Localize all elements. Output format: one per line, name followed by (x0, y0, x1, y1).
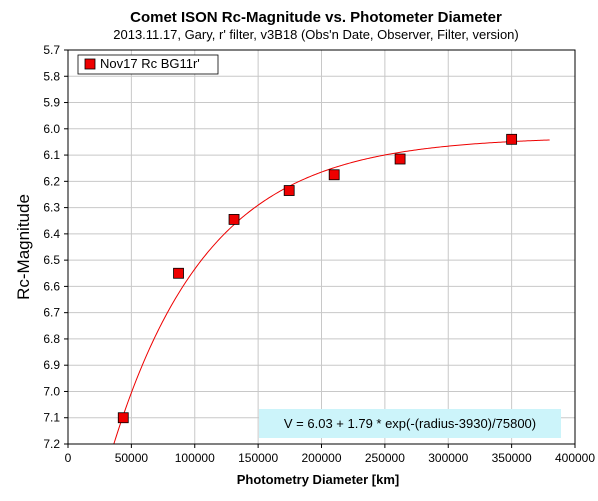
x-axis-label: Photometry Diameter [km] (237, 472, 400, 487)
y-tick-label: 6.7 (43, 306, 60, 320)
y-tick-label: 7.2 (43, 437, 60, 451)
data-points (117, 133, 518, 424)
y-tick-label: 6.3 (43, 201, 60, 215)
y-axis-ticks: 5.7 5.8 5.9 6.0 6.1 6.2 6.3 6.4 6.5 6.6 6.7 6.8 6.9 7… (43, 43, 68, 451)
y-tick-label: 6.2 (43, 174, 60, 188)
y-tick-label: 7.0 (43, 384, 60, 398)
annotation-box (259, 409, 561, 438)
legend: Nov17 Rc BG11r' (77, 54, 219, 75)
annotation-text: V = 6.03 + 1.79 * exp(-(radius-3930)/758… (284, 416, 536, 431)
equation-annotation: V = 6.03 + 1.79 * exp(-(radius-3930)/758… (259, 409, 561, 438)
chart-title: Comet ISON Rc-Magnitude vs. Photometer D… (130, 9, 502, 26)
data-point (117, 412, 129, 424)
grid (68, 50, 575, 444)
y-tick-label: 6.0 (43, 122, 60, 136)
x-tick-label: 0 (65, 451, 72, 465)
x-tick-label: 50000 (115, 451, 149, 465)
data-point (394, 153, 406, 165)
fit-curve-layer (113, 139, 550, 445)
y-tick-label: 6.9 (43, 358, 60, 372)
y-tick-label: 6.8 (43, 332, 60, 346)
data-point (328, 169, 340, 181)
data-point (173, 267, 184, 279)
x-tick-label: 100000 (175, 451, 215, 465)
x-tick-label: 300000 (428, 451, 468, 465)
y-tick-label: 6.1 (43, 148, 60, 162)
x-tick-label: 150000 (238, 451, 278, 465)
data-point (283, 185, 295, 196)
chart-subtitle: 2013.11.17, Gary, r' filter, v3B18 (Obs'… (113, 27, 519, 42)
data-point (228, 214, 240, 225)
y-tick-label: 6.5 (43, 253, 60, 267)
fit-curve (113, 139, 550, 445)
y-axis-label: Rc-Magnitude (14, 194, 33, 300)
x-axis-ticks: 0 50000 100000 150000 200000 250000 300000 3500… (65, 444, 595, 465)
x-tick-label: 350000 (492, 451, 532, 465)
y-tick-label: 6.4 (43, 227, 60, 241)
y-tick-label: 6.6 (43, 279, 60, 293)
x-tick-label: 250000 (365, 451, 405, 465)
y-tick-label: 7.1 (43, 411, 60, 425)
legend-label: Nov17 Rc BG11r' (100, 56, 200, 71)
legend-box (77, 54, 219, 75)
x-tick-label: 400000 (555, 451, 595, 465)
y-tick-label: 5.9 (43, 96, 60, 110)
y-tick-label: 5.7 (43, 43, 60, 57)
data-point (506, 133, 518, 145)
y-tick-label: 5.8 (43, 69, 60, 83)
x-tick-label: 200000 (301, 451, 341, 465)
legend-marker (84, 58, 96, 70)
